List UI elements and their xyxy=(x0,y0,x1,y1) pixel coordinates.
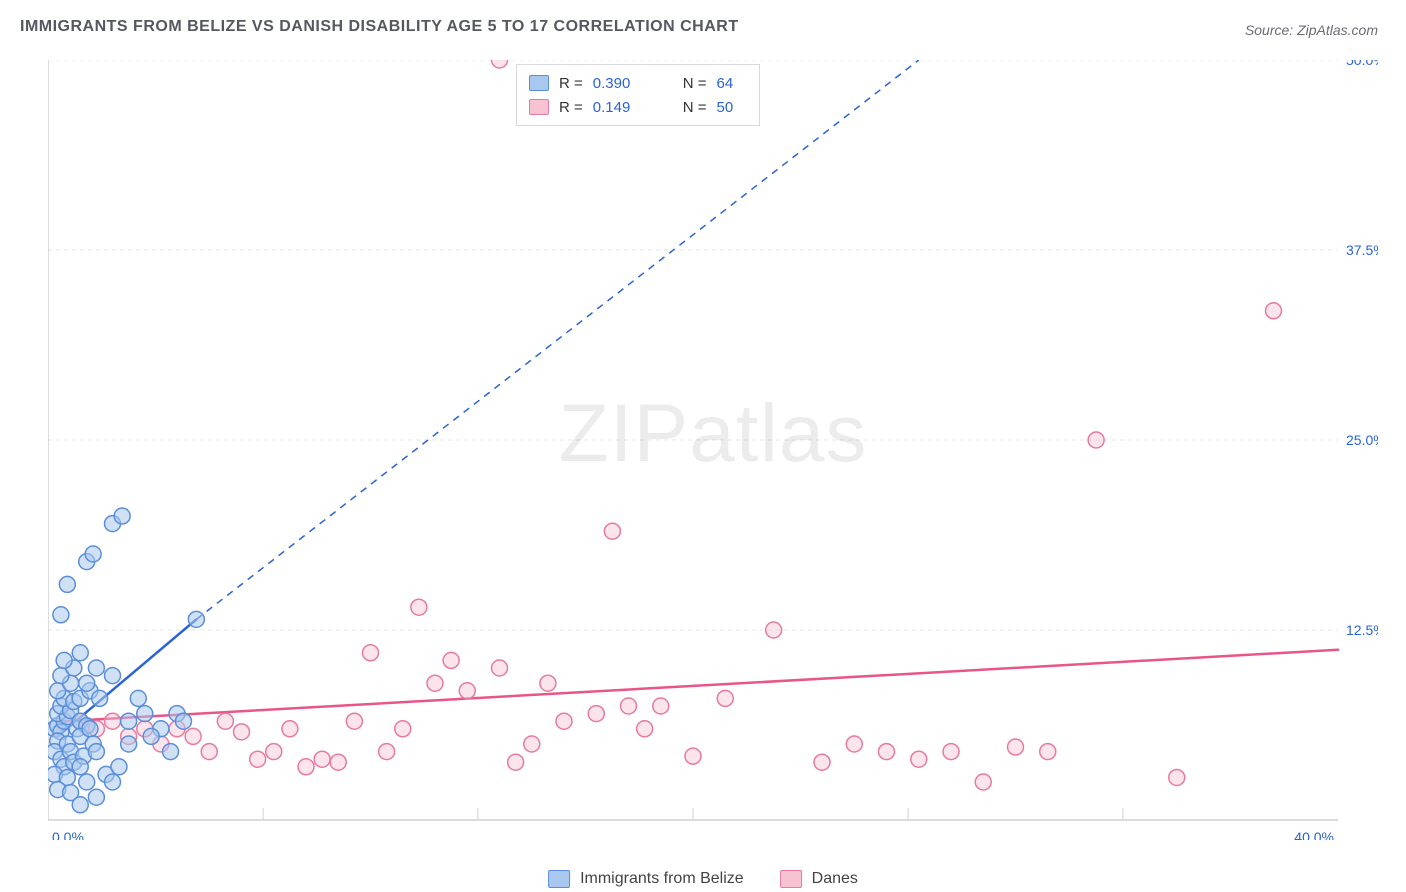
data-point xyxy=(1088,432,1104,448)
data-point xyxy=(59,576,75,592)
y-tick-label: 50.0% xyxy=(1346,60,1378,68)
scatter-chart: 12.5% 25.0% 37.5% 50.0% 0.0% 40.0% xyxy=(48,60,1378,840)
data-point xyxy=(121,736,137,752)
stats-legend-row: R = 0.149 N = 50 xyxy=(529,95,747,119)
data-point xyxy=(79,675,95,691)
data-point xyxy=(53,607,69,623)
legend-swatch xyxy=(780,870,802,888)
source-attribution: Source: ZipAtlas.com xyxy=(1245,22,1378,38)
data-point xyxy=(621,698,637,714)
data-point xyxy=(395,721,411,737)
data-point xyxy=(282,721,298,737)
r-prefix: R = xyxy=(559,75,583,92)
data-point xyxy=(298,759,314,775)
data-point xyxy=(105,713,121,729)
data-point xyxy=(121,713,137,729)
data-point xyxy=(540,675,556,691)
data-point xyxy=(143,728,159,744)
data-point xyxy=(114,508,130,524)
data-point xyxy=(217,713,233,729)
data-point xyxy=(201,744,217,760)
data-point xyxy=(330,754,346,770)
data-point xyxy=(443,652,459,668)
legend-swatch xyxy=(548,870,570,888)
data-point xyxy=(105,668,121,684)
data-point xyxy=(163,744,179,760)
legend-label: Danes xyxy=(812,870,858,888)
legend-swatch xyxy=(529,75,549,91)
data-point xyxy=(637,721,653,737)
data-point xyxy=(604,523,620,539)
data-point xyxy=(56,652,72,668)
n-prefix: N = xyxy=(683,75,707,92)
data-point xyxy=(1169,769,1185,785)
data-point xyxy=(653,698,669,714)
y-tick-label: 12.5% xyxy=(1346,622,1378,638)
data-point xyxy=(363,645,379,661)
y-tick-label: 25.0% xyxy=(1346,432,1378,448)
r-value: 0.390 xyxy=(593,75,673,92)
n-value: 64 xyxy=(717,75,747,92)
data-point xyxy=(234,724,250,740)
data-point xyxy=(266,744,282,760)
data-point xyxy=(82,721,98,737)
data-point xyxy=(846,736,862,752)
data-point xyxy=(105,774,121,790)
data-point xyxy=(1008,739,1024,755)
n-prefix: N = xyxy=(683,99,707,116)
data-point xyxy=(79,774,95,790)
data-point xyxy=(85,546,101,562)
data-point xyxy=(111,759,127,775)
chart-container: 12.5%25.0%37.5%50.0%0.0%40.0% ZIPatlas R… xyxy=(48,60,1378,840)
data-point xyxy=(188,611,204,627)
data-point xyxy=(508,754,524,770)
stats-legend-row: R = 0.390 N = 64 xyxy=(529,71,747,95)
stats-legend: R = 0.390 N = 64 R = 0.149 N = 50 xyxy=(516,64,760,126)
data-point xyxy=(943,744,959,760)
data-point xyxy=(130,690,146,706)
chart-title: IMMIGRANTS FROM BELIZE VS DANISH DISABIL… xyxy=(20,18,739,36)
data-point xyxy=(685,748,701,764)
data-point xyxy=(72,645,88,661)
data-point xyxy=(975,774,991,790)
data-point xyxy=(588,706,604,722)
data-point xyxy=(314,751,330,767)
x-tick-label: 0.0% xyxy=(52,829,84,840)
data-point xyxy=(137,706,153,722)
y-tick-label: 37.5% xyxy=(1346,242,1378,258)
data-point xyxy=(92,690,108,706)
data-point xyxy=(524,736,540,752)
data-point xyxy=(1040,744,1056,760)
x-tick-label: 40.0% xyxy=(1294,829,1334,840)
data-point xyxy=(250,751,266,767)
data-point xyxy=(175,713,191,729)
data-point xyxy=(459,683,475,699)
data-point xyxy=(1266,303,1282,319)
data-point xyxy=(346,713,362,729)
data-point xyxy=(492,660,508,676)
legend-item: Danes xyxy=(780,870,858,888)
r-value: 0.149 xyxy=(593,99,673,116)
data-point xyxy=(911,751,927,767)
legend-swatch xyxy=(529,99,549,115)
data-point xyxy=(88,660,104,676)
r-prefix: R = xyxy=(559,99,583,116)
data-point xyxy=(814,754,830,770)
data-point xyxy=(72,797,88,813)
series-legend: Immigrants from Belize Danes xyxy=(548,870,858,888)
data-point xyxy=(427,675,443,691)
data-point xyxy=(717,690,733,706)
data-point xyxy=(411,599,427,615)
data-point xyxy=(185,728,201,744)
legend-label: Immigrants from Belize xyxy=(580,870,744,888)
data-point xyxy=(379,744,395,760)
data-point xyxy=(88,744,104,760)
data-point xyxy=(556,713,572,729)
data-point xyxy=(766,622,782,638)
data-point xyxy=(879,744,895,760)
data-point xyxy=(88,789,104,805)
n-value: 50 xyxy=(717,99,747,116)
legend-item: Immigrants from Belize xyxy=(548,870,744,888)
data-point xyxy=(72,759,88,775)
